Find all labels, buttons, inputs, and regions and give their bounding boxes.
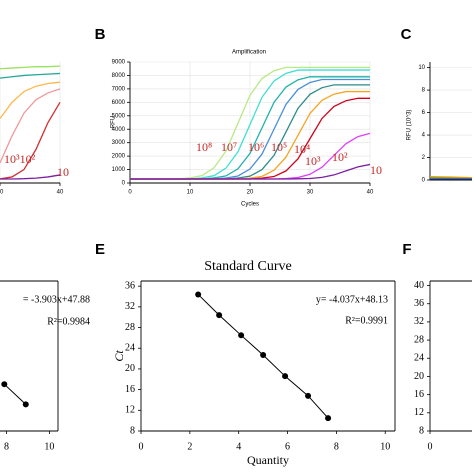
chart-title: Amplification xyxy=(232,50,266,56)
annotation: 10⁵ xyxy=(271,140,287,154)
data-point xyxy=(260,351,267,358)
y-tick-label: 6000 xyxy=(112,100,126,106)
data-point xyxy=(216,312,223,319)
y-tick-label: 4000 xyxy=(112,127,126,133)
x-tick-label: 10 xyxy=(380,441,390,452)
x-tick-label: 20 xyxy=(247,190,254,196)
series-line xyxy=(0,65,61,70)
data-point xyxy=(305,392,312,399)
y-tick-label: 20 xyxy=(414,371,424,382)
panel-label: E xyxy=(95,241,105,258)
x-tick-label: 30 xyxy=(307,190,314,196)
annotation: 10 xyxy=(57,165,69,179)
y-tick-label: 6 xyxy=(422,110,426,116)
y-tick-label: 8 xyxy=(419,425,424,436)
annotation: 10³ xyxy=(305,154,321,168)
series-line xyxy=(0,72,61,79)
y-tick-label: 32 xyxy=(125,301,135,312)
y-tick-label: 2 xyxy=(422,155,426,161)
x-tick-label: 8 xyxy=(4,441,9,452)
y-tick-label: 36 xyxy=(414,298,424,309)
y-tick-label: 40 xyxy=(414,280,424,291)
y-tick-label: 36 xyxy=(125,280,135,291)
series-line xyxy=(429,175,473,179)
annotation: = -3.903x+47.88 xyxy=(23,294,90,305)
annotation: 10⁶ xyxy=(248,140,264,154)
y-tick-label: 12 xyxy=(414,407,424,418)
y-tick-label: 28 xyxy=(125,322,135,333)
y-tick-label: 0 xyxy=(122,181,126,187)
x-tick-label: 40 xyxy=(367,190,374,196)
annotation: y= -4.037x+48.13 xyxy=(316,294,388,305)
y-tick-label: 8 xyxy=(422,88,426,94)
y-tick-label: 5000 xyxy=(112,113,126,119)
x-axis-label: Cycles xyxy=(241,202,259,208)
panel-label: F xyxy=(402,241,411,258)
x-tick-label: 10 xyxy=(187,190,194,196)
annotation: R²=0.9984 xyxy=(47,316,90,327)
x-tick-label: 4 xyxy=(236,441,241,452)
annotation: 10 xyxy=(370,163,382,177)
y-tick-label: 7000 xyxy=(112,86,126,92)
y-tick-label: 4 xyxy=(422,133,426,139)
y-tick-label: 16 xyxy=(125,384,135,395)
data-point xyxy=(22,401,29,408)
series-line xyxy=(0,81,61,119)
series-line xyxy=(3,383,27,405)
y-tick-label: 20 xyxy=(125,363,135,374)
x-tick-label: 10 xyxy=(44,441,54,452)
series-line xyxy=(0,174,61,180)
y-tick-label: 10 xyxy=(418,65,425,71)
annotation: R²=0.9991 xyxy=(345,315,388,326)
x-tick-label: 30 xyxy=(0,190,4,196)
panel-label: B xyxy=(95,26,106,43)
x-axis-label: Quantity xyxy=(247,453,289,467)
data-point xyxy=(1,381,8,388)
y-tick-label: 32 xyxy=(414,316,424,327)
x-tick-label: 6 xyxy=(285,441,290,452)
y-tick-label: 1000 xyxy=(112,167,126,173)
y-tick-label: 8000 xyxy=(112,73,126,79)
y-tick-label: 24 xyxy=(125,343,135,354)
y-tick-label: 3000 xyxy=(112,140,126,146)
data-point xyxy=(325,415,332,422)
y-tick-label: 28 xyxy=(414,334,424,345)
x-tick-label: 8 xyxy=(334,441,339,452)
series-line xyxy=(130,163,371,180)
annotation: 10² xyxy=(332,150,348,164)
y-tick-label: 8 xyxy=(130,425,135,436)
data-point xyxy=(195,291,202,298)
annotation: 10⁸ xyxy=(196,140,212,154)
annotation: 10⁷ xyxy=(221,140,237,154)
x-tick-label: 0 xyxy=(139,441,144,452)
series-line xyxy=(0,102,61,180)
data-point xyxy=(282,373,289,380)
y-tick-label: 0 xyxy=(422,178,426,184)
x-tick-label: 0 xyxy=(128,190,132,196)
y-axis-label: RFU xyxy=(111,116,117,128)
data-point xyxy=(238,332,245,339)
chart-title: Standard Curve xyxy=(204,259,291,274)
y-axis-label: RFU (10^3) xyxy=(407,110,413,141)
x-tick-label: 0 xyxy=(428,441,433,452)
x-tick-label: 40 xyxy=(57,190,64,196)
y-tick-label: 2000 xyxy=(112,154,126,160)
annotation: 10⁴ xyxy=(294,142,310,156)
panel-label: C xyxy=(401,26,412,43)
y-axis-label: Ct xyxy=(112,350,126,362)
y-tick-label: 24 xyxy=(414,353,424,364)
annotation: 10³10² xyxy=(4,152,36,166)
y-tick-label: 16 xyxy=(414,389,424,400)
y-tick-label: 12 xyxy=(125,405,135,416)
series-line xyxy=(0,88,61,164)
y-tick-label: 9000 xyxy=(112,60,126,66)
x-tick-label: 2 xyxy=(187,441,192,452)
